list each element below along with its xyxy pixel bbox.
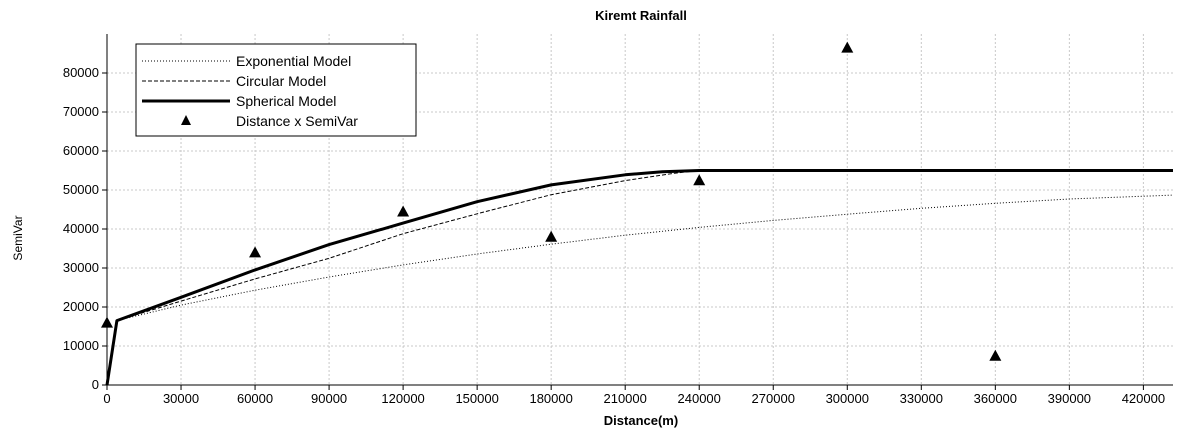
semivar-point	[545, 230, 558, 242]
x-tick-label: 300000	[826, 391, 869, 406]
x-tick-label: 210000	[603, 391, 646, 406]
x-tick-labels: 0 30000 60000 90000 120000 150000 180000 210000…	[103, 385, 1165, 406]
x-tick-label: 420000	[1122, 391, 1165, 406]
x-tick-label: 30000	[163, 391, 199, 406]
legend: Exponential Model Circular Model Spheric…	[135, 43, 417, 137]
model-lines	[105, 169, 1174, 386]
legend-label-distance-semivar: Distance x SemiVar	[236, 113, 358, 129]
semivar-point	[249, 246, 262, 258]
y-axis-label: SemiVar	[11, 215, 25, 260]
semivar-markers	[101, 41, 1002, 361]
y-tick-label: 60000	[63, 143, 99, 158]
x-tick-label: 360000	[974, 391, 1017, 406]
x-tick-label: 120000	[381, 391, 424, 406]
grid	[107, 34, 1173, 385]
x-tick-label: 0	[103, 391, 110, 406]
y-tick-label: 10000	[63, 338, 99, 353]
y-tick-label: 70000	[63, 104, 99, 119]
x-tick-label: 240000	[678, 391, 721, 406]
y-tick-label: 80000	[63, 65, 99, 80]
semivar-point	[397, 205, 410, 217]
y-tick-label: 0	[92, 377, 99, 392]
legend-box	[135, 43, 417, 137]
semivar-point	[101, 316, 113, 328]
chart-title: Kiremt Rainfall	[595, 8, 687, 23]
series-line-exponential-model	[106, 194, 1174, 386]
semivar-point	[693, 174, 706, 186]
y-tick-label: 40000	[63, 221, 99, 236]
x-tick-label: 60000	[237, 391, 273, 406]
x-tick-label: 330000	[900, 391, 943, 406]
x-tick-label: 180000	[529, 391, 572, 406]
legend-label-spherical: Spherical Model	[236, 93, 336, 109]
y-tick-label: 20000	[63, 299, 99, 314]
x-axis-label: Distance(m)	[604, 413, 678, 428]
legend-label-circular: Circular Model	[236, 73, 326, 89]
series-line-circular-model	[106, 170, 1173, 386]
x-tick-label: 150000	[455, 391, 498, 406]
semivar-point	[989, 349, 1002, 361]
legend-swatch-triangle-marker	[181, 115, 191, 125]
x-tick-label: 390000	[1048, 391, 1091, 406]
x-tick-label: 90000	[311, 391, 347, 406]
series-line-spherical-model	[105, 169, 1173, 386]
y-tick-label: 30000	[63, 260, 99, 275]
x-tick-label: 270000	[752, 391, 795, 406]
y-tick-label: 50000	[63, 182, 99, 197]
y-tick-labels: 0 10000 20000 30000 40000 50000 60000 70000 8000…	[63, 65, 107, 392]
semivar-point	[841, 41, 854, 53]
legend-label-exponential: Exponential Model	[236, 53, 351, 69]
